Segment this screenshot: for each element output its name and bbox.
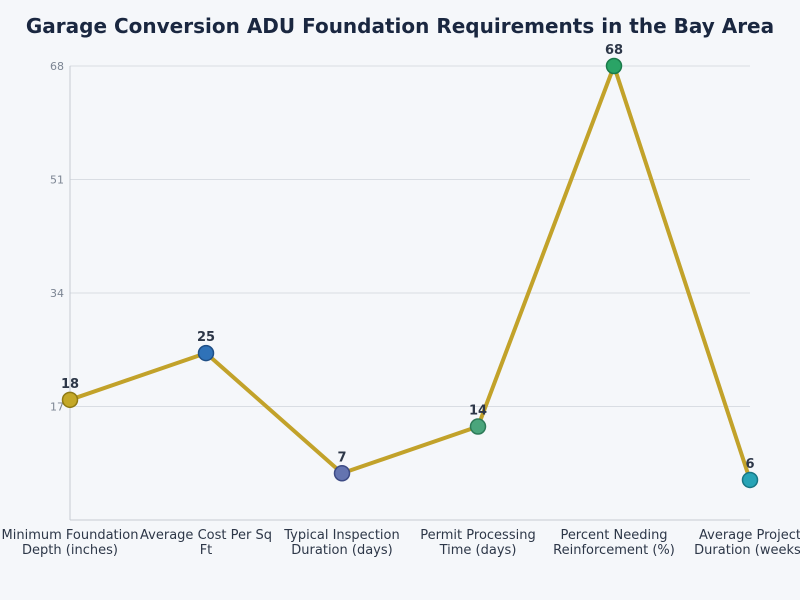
series-line-group [68,64,752,482]
series-line [68,64,752,482]
x-tick-label: Typical Inspection Duration (days) [283,528,399,558]
data-label: 18 [61,377,79,392]
data-label: 7 [337,450,346,465]
x-tick-label: Minimum Foundation Depth (inches) [2,528,139,558]
data-label: 14 [469,404,487,419]
x-tick-label: Permit Processing Time (days) [420,528,535,558]
axes [69,66,750,521]
chart-title: Garage Conversion ADU Foundation Require… [25,14,775,38]
x-tick-label: Average Project Duration (weeks) [694,528,800,558]
data-label: 68 [605,43,623,58]
x-tick-label: Percent Needing Reinforcement (%) [553,528,675,558]
data-points [61,57,759,489]
data-point[interactable] [333,465,351,482]
y-tick-labels: 17 34 51 68 [50,60,64,414]
x-tick-label: Average Cost Per Sq Ft [140,528,272,558]
y-tick-label: 17 [50,401,64,414]
data-point[interactable] [197,344,215,362]
y-tick-label: 34 [50,287,64,300]
data-point[interactable] [469,418,487,435]
data-point[interactable] [61,391,79,409]
data-point[interactable] [605,57,623,75]
data-labels: 18 25 7 14 68 6 [61,43,755,472]
data-point[interactable] [741,471,759,489]
y-tick-label: 68 [50,60,64,73]
x-tick-labels: Minimum Foundation Depth (inches)Average … [2,528,800,558]
gridlines [70,65,750,407]
data-label: 6 [745,457,754,472]
data-label: 25 [197,330,215,345]
y-tick-label: 51 [50,174,64,187]
